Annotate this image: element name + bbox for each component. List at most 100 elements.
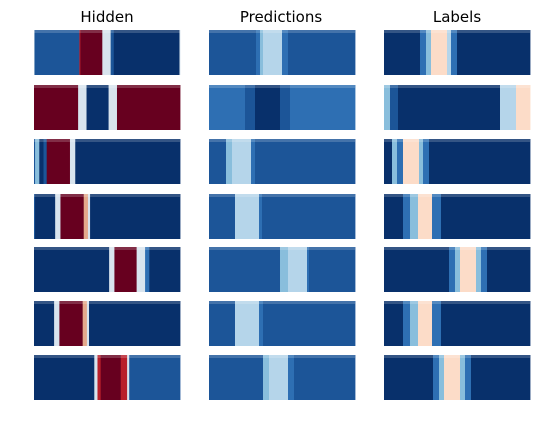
heatmap-top-band	[384, 194, 530, 197]
heatmap-stripe	[260, 30, 264, 75]
heatmap-stripe	[136, 247, 146, 292]
heatmap-panel	[34, 85, 181, 130]
heatmap-stripe	[384, 194, 404, 239]
heatmap-stripe	[259, 301, 264, 346]
heatmap-stripe	[294, 355, 356, 400]
heatmap-stripe	[403, 194, 411, 239]
heatmap-panel	[209, 194, 356, 239]
heatmap-stripe	[34, 355, 95, 400]
heatmap-stripe	[83, 194, 89, 239]
heatmap-stripe	[127, 355, 130, 400]
heatmap-stripe	[487, 247, 531, 292]
heatmap-panel	[209, 301, 356, 346]
heatmap-stripe	[82, 301, 88, 346]
panel-grid	[34, 30, 531, 400]
heatmap-stripe	[251, 139, 256, 184]
heatmap-stripe	[129, 355, 181, 400]
heatmap-panel	[34, 30, 181, 75]
heatmap-top-band	[209, 301, 355, 304]
heatmap-stripe	[232, 139, 252, 184]
heatmap-stripe	[449, 247, 456, 292]
heatmap-panel	[384, 194, 531, 239]
heatmap-stripe	[255, 85, 281, 130]
heatmap-stripe	[429, 139, 531, 184]
heatmap-stripe	[35, 194, 56, 239]
heatmap-stripe	[43, 139, 48, 184]
heatmap-stripe	[109, 247, 115, 292]
heatmap-panel	[34, 139, 181, 184]
heatmap-stripe	[431, 30, 448, 75]
heatmap-stripe	[457, 30, 531, 75]
heatmap-top-band	[209, 194, 355, 197]
heatmap-top-band	[209, 247, 355, 250]
heatmap-stripe	[90, 194, 181, 239]
heatmap-panel	[384, 85, 531, 130]
heatmap-top-band	[209, 30, 355, 33]
heatmap-stripe	[418, 194, 433, 239]
heatmap-stripe	[79, 30, 81, 75]
heatmap-stripe	[384, 85, 391, 130]
heatmap-stripe	[288, 355, 295, 400]
heatmap-stripe	[447, 30, 452, 75]
heatmap-stripe	[432, 301, 442, 346]
heatmap-stripe	[309, 247, 356, 292]
heatmap-top-band	[384, 139, 530, 142]
heatmap-stripe	[403, 301, 411, 346]
heatmap-stripe	[209, 355, 264, 400]
heatmap-stripe	[433, 355, 440, 400]
heatmap-stripe	[282, 30, 289, 75]
heatmap-stripe	[256, 30, 261, 75]
heatmap-stripe	[410, 194, 419, 239]
heatmap-stripe	[419, 139, 424, 184]
heatmap-top-band	[384, 247, 530, 250]
heatmap-stripe	[59, 301, 84, 346]
heatmap-top-band	[34, 139, 180, 142]
heatmap-stripe	[179, 30, 181, 75]
heatmap-panel	[384, 139, 531, 184]
heatmap-stripe	[262, 194, 356, 239]
heatmap-stripe	[451, 30, 458, 75]
heatmap-stripe	[460, 355, 466, 400]
heatmap-stripe	[384, 139, 393, 184]
heatmap-panel	[34, 247, 181, 292]
heatmap-stripe	[441, 301, 531, 346]
heatmap-stripe	[398, 85, 501, 130]
heatmap-stripe	[149, 247, 181, 292]
heatmap-stripe	[426, 30, 432, 75]
heatmap-stripe	[100, 355, 122, 400]
heatmap-top-band	[34, 30, 180, 33]
heatmap-stripe	[209, 30, 257, 75]
heatmap-top-band	[209, 85, 355, 88]
heatmap-stripe	[209, 301, 236, 346]
heatmap-stripe	[209, 247, 281, 292]
heatmap-stripe	[455, 247, 461, 292]
heatmap-stripe	[255, 139, 356, 184]
heatmap-stripe	[280, 247, 289, 292]
column-title-hidden: Hidden	[80, 8, 133, 26]
heatmap-stripe	[420, 30, 427, 75]
heatmap-stripe	[34, 30, 35, 75]
heatmap-stripe	[110, 30, 115, 75]
heatmap-stripe	[410, 301, 419, 346]
heatmap-stripe	[384, 301, 404, 346]
heatmap-panel	[34, 355, 181, 400]
heatmap-panel	[209, 355, 356, 400]
heatmap-stripe	[245, 85, 256, 130]
heatmap-stripe	[460, 247, 477, 292]
heatmap-top-band	[209, 355, 355, 358]
heatmap-stripe	[113, 30, 180, 75]
heatmap-stripe	[34, 85, 79, 130]
heatmap-stripe	[384, 355, 434, 400]
column-title-labels: Labels	[433, 8, 481, 26]
heatmap-top-band	[384, 30, 530, 33]
heatmap-stripe	[35, 139, 40, 184]
heatmap-stripe	[263, 301, 356, 346]
heatmap-top-band	[209, 139, 355, 142]
heatmap-stripe	[60, 194, 85, 239]
heatmap-stripe	[89, 301, 181, 346]
heatmap-stripe	[439, 355, 445, 400]
heatmap-stripe	[465, 355, 472, 400]
heatmap-stripe	[34, 247, 110, 292]
heatmap-panel	[34, 301, 181, 346]
heatmap-stripe	[500, 85, 517, 130]
